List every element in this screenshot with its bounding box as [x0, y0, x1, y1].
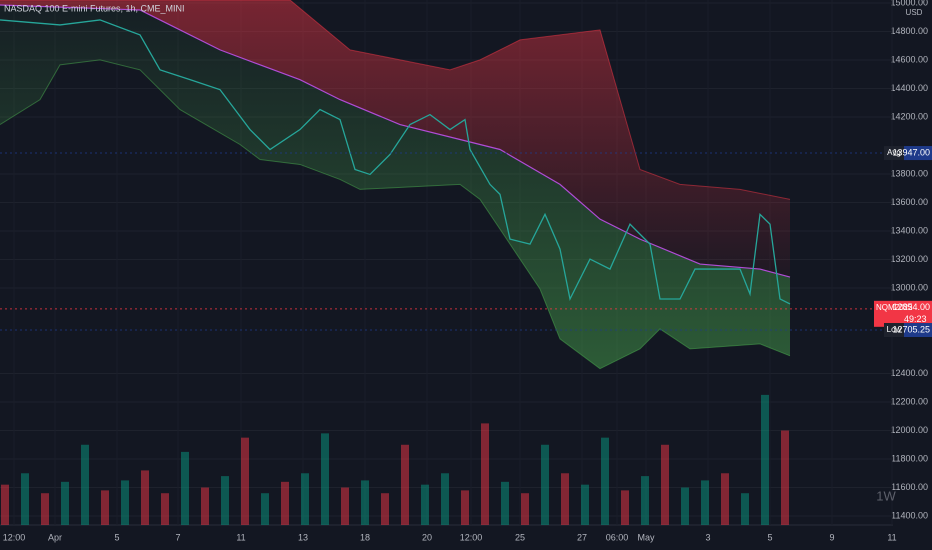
- volume-bar: [481, 423, 489, 525]
- volume-bar: [41, 493, 49, 525]
- volume-bar: [1, 484, 9, 525]
- volume-bar: [741, 493, 749, 525]
- volume-bar: [701, 480, 709, 525]
- volume-bar: [421, 484, 429, 525]
- y-tick-label: 12000.00: [890, 425, 928, 435]
- price-label-value: 12705.25: [892, 324, 930, 334]
- volume-bar: [441, 473, 449, 525]
- x-tick-label: 13: [298, 532, 308, 542]
- y-tick-label: 11400.00: [891, 510, 928, 520]
- y-tick-label: 13200.00: [890, 254, 928, 264]
- volume-bar: [321, 433, 329, 525]
- price-label-box: [904, 323, 932, 338]
- volume-bar: [281, 481, 289, 525]
- y-tick-label: 13600.00: [890, 197, 928, 207]
- x-tick-label: 27: [577, 532, 587, 542]
- chart-title: NASDAQ 100 E-mini Futures, 1h, CME_MINI: [4, 3, 185, 13]
- volume-bar: [181, 451, 189, 525]
- y-tick-label: 11800.00: [891, 453, 928, 463]
- volume-bar: [521, 493, 529, 525]
- y-tick-label: 14600.00: [890, 54, 928, 64]
- x-tick-label: 12:00: [3, 532, 26, 542]
- average-line: [0, 4, 791, 278]
- volume-bar: [621, 490, 629, 525]
- lower-band-line: [0, 59, 791, 370]
- y-tick-label: 13000.00: [890, 282, 928, 292]
- volume-bar: [541, 444, 549, 525]
- volume-bar: [361, 480, 369, 525]
- volume-bar: [341, 487, 349, 525]
- x-tick-label: 11: [236, 532, 245, 542]
- volume-bar: [381, 493, 389, 525]
- upper-band-area: [0, 0, 790, 278]
- volume-bar: [161, 493, 169, 525]
- volume-bar: [301, 473, 309, 525]
- y-tick-label: 14200.00: [890, 111, 928, 121]
- volume-bar: [561, 473, 569, 525]
- volume-bar: [601, 437, 609, 525]
- x-tick-label: 5: [114, 532, 119, 542]
- x-tick-label: Apr: [48, 532, 62, 542]
- x-tick-label: 25: [515, 532, 525, 542]
- price-label-box: [904, 146, 932, 161]
- x-tick-label: 06:00: [606, 532, 629, 542]
- x-tick-label: 3: [705, 532, 710, 542]
- volume-bar: [721, 473, 729, 525]
- y-tick-label: 13800.00: [890, 168, 928, 178]
- price-label-countdown: 49:23: [904, 314, 927, 324]
- volume-bar: [121, 480, 129, 525]
- timeframe-label: 1W: [876, 488, 896, 503]
- currency-label: USD: [906, 8, 923, 17]
- x-tick-label: 12:00: [460, 532, 483, 542]
- y-tick-label: 14800.00: [890, 26, 928, 36]
- price-label-name: Avg: [887, 148, 901, 157]
- volume-bar: [761, 394, 769, 525]
- price-label-name: NQM2022: [876, 303, 913, 312]
- price-label-value: 12854.00: [892, 302, 930, 312]
- y-tick-label: 12200.00: [890, 396, 928, 406]
- x-tick-label: May: [637, 532, 655, 542]
- y-tick-label: 14400.00: [890, 83, 928, 93]
- lower-band-area: [0, 4, 790, 369]
- y-tick-label: 13400.00: [890, 225, 928, 235]
- volume-bar: [641, 476, 649, 525]
- price-label-name-box: [884, 323, 904, 338]
- x-tick-label: 11: [887, 532, 896, 542]
- volume-bar: [81, 444, 89, 525]
- volume-bar: [661, 444, 669, 525]
- price-label-box: [874, 300, 932, 327]
- volume-bar: [401, 444, 409, 525]
- price-label-name: Low: [887, 325, 902, 334]
- upper-band-line: [0, 0, 791, 200]
- volume-bar: [261, 493, 269, 525]
- x-tick-label: 5: [767, 532, 772, 542]
- volume-bar: [141, 470, 149, 525]
- volume-bar: [501, 481, 509, 525]
- price-line: [0, 19, 791, 305]
- volume-bar: [241, 437, 249, 525]
- x-tick-label: 7: [175, 532, 180, 542]
- volume-bar: [681, 487, 689, 525]
- volume-bar: [61, 481, 69, 525]
- price-label-value: 13947.00: [892, 147, 930, 157]
- x-tick-label: 18: [360, 532, 370, 542]
- x-tick-label: 20: [422, 532, 432, 542]
- volume-bar: [21, 473, 29, 525]
- volume-bar: [461, 490, 469, 525]
- volume-bar: [201, 487, 209, 525]
- price-label-name-box: [884, 146, 904, 161]
- volume-bar: [221, 476, 229, 525]
- y-tick-label: 11600.00: [891, 482, 928, 492]
- y-tick-label: 12400.00: [890, 368, 928, 378]
- y-tick-label: 15000.00: [890, 0, 928, 7]
- volume-bar: [101, 490, 109, 525]
- volume-bar: [781, 430, 789, 525]
- x-tick-label: 9: [829, 532, 834, 542]
- volume-bar: [581, 484, 589, 525]
